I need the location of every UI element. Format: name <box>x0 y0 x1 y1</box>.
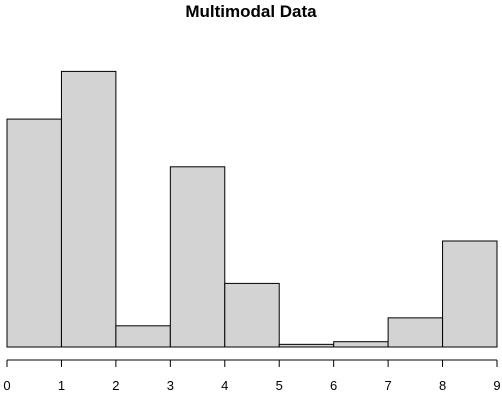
x-tick-label: 4 <box>221 378 228 393</box>
histogram-bar <box>442 240 498 348</box>
bars-layer <box>6 70 498 348</box>
x-tick-label: 3 <box>167 378 174 393</box>
x-tick-label: 8 <box>439 378 446 393</box>
histogram-bar <box>6 118 62 348</box>
x-axis: 0 1 2 3 4 5 6 7 8 9 <box>3 359 501 393</box>
x-tick-label: 7 <box>384 378 391 393</box>
x-tick-label: 9 <box>493 378 500 393</box>
histogram-bar <box>333 341 389 348</box>
histogram-bar <box>169 166 226 348</box>
x-tick-label: 6 <box>330 378 337 393</box>
chart-title: Multimodal Data <box>185 2 317 21</box>
histogram-bar <box>60 70 117 348</box>
x-tick-label: 1 <box>58 378 65 393</box>
histogram-bar <box>224 282 280 348</box>
histogram-bar <box>387 317 444 348</box>
x-tick-label: 5 <box>276 378 283 393</box>
histogram-bar <box>115 325 171 348</box>
x-tick-label: 2 <box>112 378 119 393</box>
histogram-bar <box>278 343 335 348</box>
x-tick-label: 0 <box>3 378 10 393</box>
